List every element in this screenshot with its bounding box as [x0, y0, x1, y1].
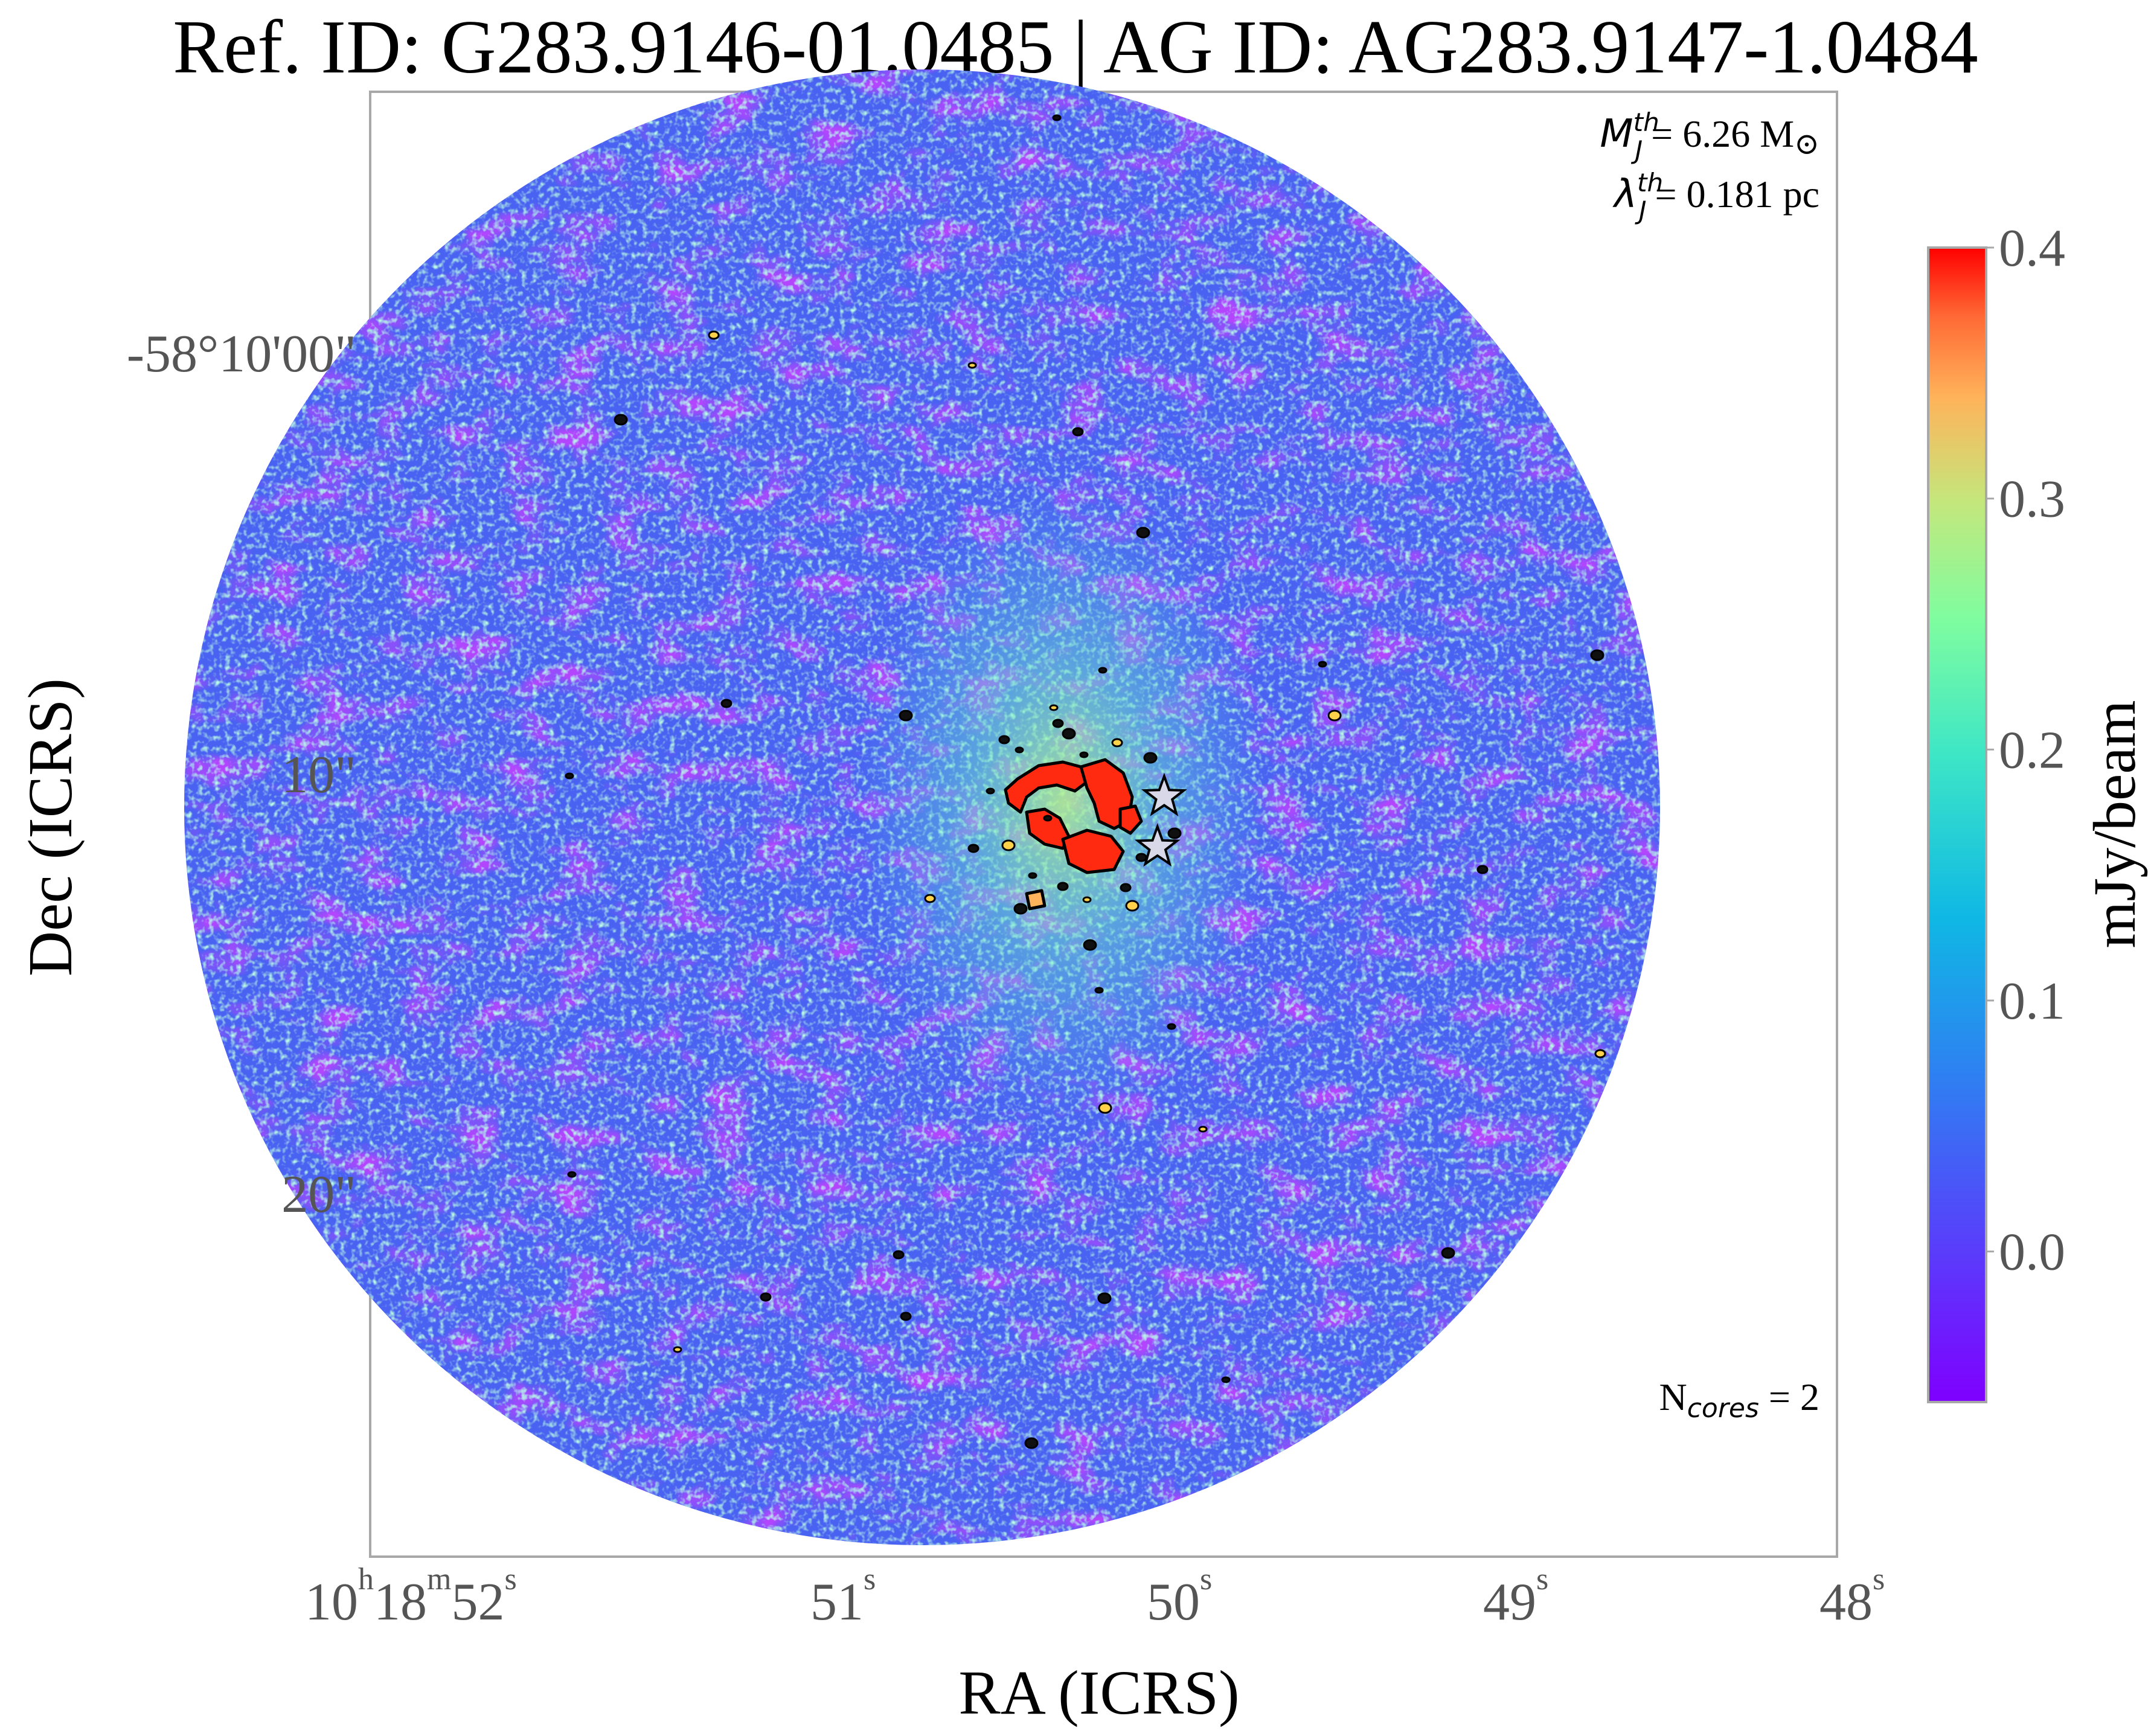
speck-contour	[1028, 872, 1037, 879]
colorbar-tick-label: 0.4	[1999, 219, 2065, 278]
y-tick-label: 10"	[281, 746, 356, 804]
speck-contour	[1072, 427, 1084, 437]
x-tick-label: 10h18m52s	[305, 1562, 517, 1632]
peak-emission-contours	[1004, 758, 1143, 911]
speck-contour	[1015, 746, 1024, 754]
emission-contour	[1004, 760, 1089, 814]
y-tick-label: 20"	[281, 1165, 356, 1224]
speck-contour	[967, 844, 979, 853]
x-tick-label: 51s	[810, 1562, 876, 1632]
speck-contour	[899, 709, 913, 722]
speck-contour	[1318, 661, 1327, 668]
speck-contour	[1043, 815, 1053, 822]
speck-contour	[1083, 939, 1097, 951]
speck-contour	[614, 414, 628, 426]
colorbar-tick-label: 0.2	[1999, 721, 2065, 780]
speck-contour	[1097, 1292, 1112, 1304]
core-star-marker	[1134, 823, 1181, 867]
speck-contour	[1057, 882, 1069, 891]
speck-contour	[1111, 738, 1123, 748]
speck-contour	[1594, 1049, 1606, 1059]
speck-contour	[1120, 883, 1132, 892]
speck-contour	[967, 362, 977, 369]
emission-contour	[1061, 828, 1125, 874]
jeans-length-annotation: λth J = 0.181 pc	[1612, 168, 1819, 225]
x-tick-label: 50s	[1147, 1562, 1212, 1632]
speck-contour	[924, 894, 936, 903]
speck-contour	[893, 1250, 905, 1260]
colorbar-tick-label: 0.0	[1999, 1223, 2065, 1282]
speck-contour	[1198, 1126, 1208, 1133]
colorbar-tick-label: 0.1	[1999, 972, 2065, 1031]
speck-contour	[1013, 903, 1028, 915]
y-axis-label: Dec (ICRS)	[16, 678, 85, 976]
colorbar-gradient	[1927, 246, 1987, 1403]
colorbar-tick-label: 0.3	[1999, 470, 2065, 529]
speck-contour	[760, 1292, 772, 1302]
x-tick-label: 48s	[1819, 1562, 1885, 1632]
colorbar-ticks: 0.4 0.3 0.2 0.1 0.0	[1986, 219, 2065, 1282]
speck-contour	[1098, 1102, 1112, 1114]
x-tick-label: 49s	[1483, 1562, 1548, 1632]
speck-contour	[1441, 1247, 1455, 1259]
speck-contour	[998, 735, 1010, 745]
speck-contour	[1327, 709, 1342, 722]
central-emission-glow	[858, 489, 1268, 1117]
emission-contour	[1118, 804, 1143, 835]
x-axis-label: RA (ICRS)	[958, 1658, 1239, 1728]
speck-contour	[1167, 827, 1182, 839]
speck-contour	[673, 1346, 682, 1353]
speck-contour	[1221, 1376, 1231, 1383]
speck-contour	[1094, 987, 1104, 994]
speck-contour	[1143, 752, 1158, 764]
chart-title: Ref. ID: G283.9146-01.0485 | AG ID: AG28…	[173, 5, 1978, 89]
speck-contour	[567, 1171, 577, 1178]
colorbar: 0.4 0.3 0.2 0.1 0.0 mJy/beam	[1927, 219, 2148, 1403]
speck-contour	[720, 699, 732, 708]
speck-contour	[565, 772, 574, 780]
speck-contour	[1079, 751, 1089, 758]
speck-contour	[1062, 728, 1076, 740]
speck-contour	[1098, 667, 1108, 674]
speck-contour	[1167, 1023, 1176, 1030]
speck-contour	[1052, 114, 1062, 121]
speck-contour	[1125, 900, 1140, 912]
core-markers	[1134, 772, 1187, 867]
heatmap-disk	[184, 69, 1660, 1545]
speck-contour	[1590, 649, 1604, 661]
core-count-annotation: Ncores = 2	[1659, 1376, 1819, 1424]
emission-contour	[1025, 889, 1047, 911]
speck-contour	[1135, 853, 1147, 862]
speck-contour	[1476, 865, 1489, 874]
speck-contour	[986, 787, 995, 795]
speck-contour	[1082, 896, 1092, 903]
y-tick-label: -58°10'00"	[127, 325, 356, 383]
jeans-mass-annotation: Mth J = 6.26 M⊙	[1600, 107, 1819, 165]
speck-contour	[1136, 527, 1150, 539]
speck-contour	[1052, 719, 1064, 728]
speck-contour	[1001, 839, 1016, 851]
colorbar-label: mJy/beam	[2081, 700, 2148, 948]
speck-contour	[1049, 704, 1059, 711]
speck-contour	[900, 1312, 912, 1321]
speck-contour	[708, 330, 720, 340]
speck-contour	[1024, 1437, 1039, 1449]
core-star-marker	[1141, 772, 1187, 816]
